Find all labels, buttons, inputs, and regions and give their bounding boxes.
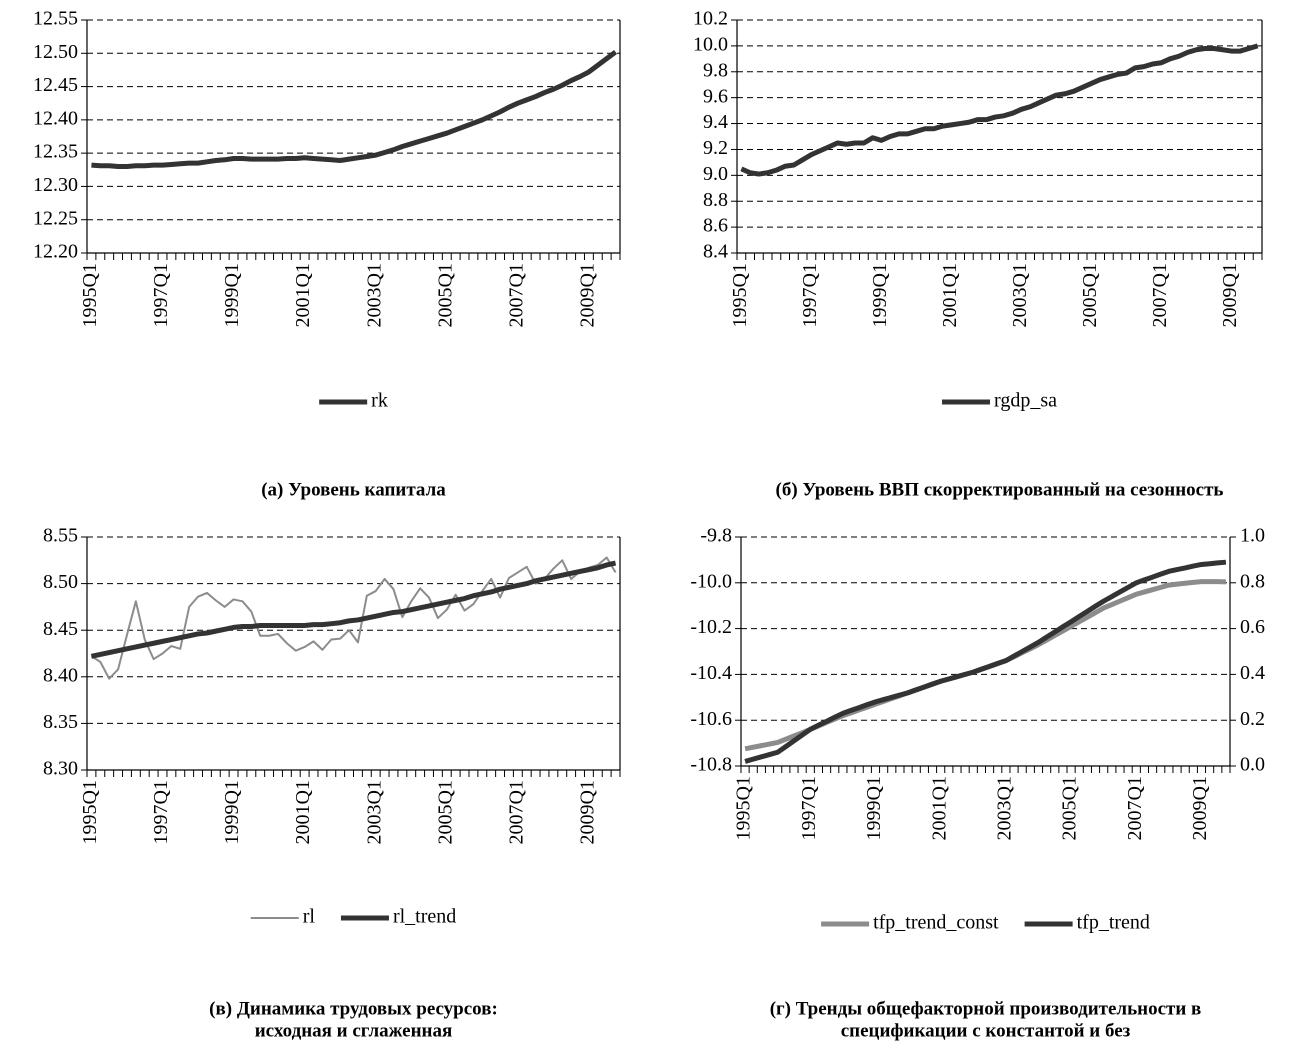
y-tick-label: 12.25 — [33, 207, 78, 229]
x-tick-label: 2005Q1 — [1059, 776, 1081, 840]
y-tick-label: 9.6 — [703, 85, 728, 107]
y-tick-label: 9.4 — [703, 111, 728, 133]
y-tick-label: 8.35 — [43, 711, 78, 733]
legend-label: rk — [371, 390, 388, 412]
y-tick-label: -9.8 — [700, 525, 732, 547]
x-tick-label: 2007Q1 — [1124, 776, 1146, 840]
x-tick-label: 1997Q1 — [799, 263, 821, 327]
caption: (а) Уровень капитала — [261, 479, 446, 500]
y-tick-label: 8.4 — [703, 241, 728, 263]
y-tick-label: -10.0 — [690, 570, 732, 592]
y-tick-label: 12.30 — [33, 174, 78, 196]
y-tick-label: -10.2 — [690, 616, 732, 638]
y-tick-label: 12.50 — [33, 41, 78, 63]
y-tick-label: 8.8 — [703, 189, 728, 211]
y-tick-label: 8.30 — [43, 758, 78, 780]
series-line — [90, 556, 617, 680]
y-tick-label: 8.55 — [43, 525, 78, 547]
x-tick-label: 2003Q1 — [1009, 263, 1031, 327]
y2-tick-label: 0.0 — [1240, 754, 1265, 776]
x-tick-label: 1999Q1 — [221, 263, 243, 327]
y-tick-label: 12.20 — [33, 241, 78, 263]
x-tick-label: 2009Q1 — [577, 780, 599, 844]
y-tick-label: 8.40 — [43, 664, 78, 686]
x-tick-label: 1999Q1 — [869, 263, 891, 327]
y2-tick-label: 0.8 — [1240, 570, 1265, 592]
y-tick-label: 8.50 — [43, 571, 78, 593]
x-tick-label: 2003Q1 — [363, 263, 385, 327]
x-tick-label: 1999Q1 — [221, 780, 243, 844]
x-tick-label: 2003Q1 — [993, 776, 1015, 840]
series-line — [740, 43, 1259, 177]
series-line — [91, 49, 618, 169]
legend-label: rl — [303, 906, 316, 928]
legend-label: tfp_trend — [1077, 912, 1150, 934]
y2-tick-label: 1.0 — [1240, 525, 1265, 547]
y2-tick-label: 0.4 — [1240, 662, 1265, 684]
x-tick-label: 2007Q1 — [505, 780, 527, 844]
x-tick-label: 1997Q1 — [150, 263, 172, 327]
legend-label: rl_trend — [393, 906, 456, 928]
x-tick-label: 2007Q1 — [1149, 263, 1171, 327]
x-tick-label: 2001Q1 — [292, 263, 314, 327]
y-tick-label: 9.0 — [703, 163, 728, 185]
x-tick-label: 1997Q1 — [150, 780, 172, 844]
x-tick-label: 1995Q1 — [79, 780, 101, 844]
x-tick-label: 2009Q1 — [577, 263, 599, 327]
x-tick-label: 2009Q1 — [1189, 776, 1211, 840]
legend-label: tfp_trend_const — [873, 912, 999, 934]
y2-tick-label: 0.2 — [1240, 708, 1265, 730]
x-tick-label: 2001Q1 — [292, 780, 314, 844]
caption: (в) Динамика трудовых ресурсов: — [209, 998, 498, 1019]
series-line — [90, 560, 617, 659]
y-tick-label: 12.35 — [33, 141, 78, 163]
y-tick-label: 10.0 — [693, 33, 728, 55]
y-tick-label: 8.6 — [703, 215, 728, 237]
caption: (б) Уровень ВВП скорректированный на сез… — [776, 479, 1224, 500]
y-tick-label: -10.6 — [690, 708, 732, 730]
x-tick-label: 2005Q1 — [1079, 263, 1101, 327]
series-line — [744, 559, 1227, 764]
x-tick-label: 1995Q1 — [729, 263, 751, 327]
y-tick-label: -10.4 — [690, 662, 732, 684]
y-tick-label: 9.2 — [703, 137, 728, 159]
y-tick-label: 9.8 — [703, 59, 728, 81]
legend-label: rgdp_sa — [994, 390, 1057, 412]
x-tick-label: 2003Q1 — [363, 780, 385, 844]
x-tick-label: 2007Q1 — [505, 263, 527, 327]
caption: исходная и сглаженная — [255, 1020, 453, 1041]
caption: (г) Тренды общефакторной производительно… — [770, 998, 1202, 1019]
y-tick-label: 8.45 — [43, 618, 78, 640]
y2-tick-label: 0.6 — [1240, 616, 1265, 638]
x-tick-label: 1999Q1 — [863, 776, 885, 840]
y-tick-label: -10.8 — [690, 754, 732, 776]
y-tick-label: 12.40 — [33, 107, 78, 129]
y-tick-label: 12.55 — [33, 8, 78, 30]
x-tick-label: 2005Q1 — [434, 780, 456, 844]
x-tick-label: 2001Q1 — [928, 776, 950, 840]
x-tick-label: 2009Q1 — [1219, 263, 1241, 327]
x-tick-label: 1995Q1 — [79, 263, 101, 327]
caption: спецификации с константой и без — [841, 1020, 1131, 1041]
x-tick-label: 2001Q1 — [939, 263, 961, 327]
y-tick-label: 10.2 — [693, 8, 728, 30]
x-tick-label: 1997Q1 — [798, 776, 820, 840]
x-tick-label: 2005Q1 — [434, 263, 456, 327]
x-tick-label: 1995Q1 — [733, 776, 755, 840]
y-tick-label: 12.45 — [33, 74, 78, 96]
